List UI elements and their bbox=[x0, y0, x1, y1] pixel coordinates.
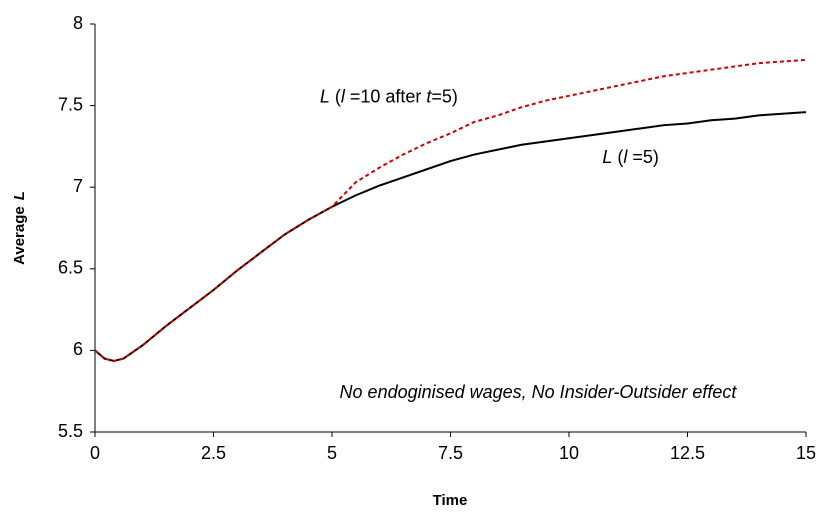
x-tick-label: 15 bbox=[796, 443, 816, 463]
y-tick-label: 8 bbox=[73, 13, 83, 33]
series-label-part: =5) bbox=[627, 147, 659, 167]
series-label: L (l =10 after t=5) bbox=[320, 86, 458, 106]
series-label-part: L bbox=[320, 86, 330, 106]
series-label-part: l bbox=[623, 147, 628, 167]
series-label-part: =10 after bbox=[345, 86, 427, 106]
series-label-part: L bbox=[602, 147, 612, 167]
annotation: No endoginised wages, No Insider-Outside… bbox=[340, 382, 738, 402]
x-axis-title: Time bbox=[433, 492, 468, 509]
series-label-part: ( bbox=[612, 147, 623, 167]
y-tick-label: 7.5 bbox=[58, 94, 83, 114]
y-axis-title: Average L bbox=[11, 191, 28, 265]
x-tick-label: 10 bbox=[559, 443, 579, 463]
series-label-part: l bbox=[341, 86, 346, 106]
x-tick-label: 12.5 bbox=[670, 443, 705, 463]
series-label: L (l =5) bbox=[602, 147, 659, 167]
x-tick-label: 5 bbox=[327, 443, 337, 463]
y-axis-title-part: Average bbox=[11, 206, 28, 265]
y-tick-label: 6.5 bbox=[58, 258, 83, 278]
y-tick-label: 6 bbox=[73, 339, 83, 359]
x-tick-label: 7.5 bbox=[438, 443, 463, 463]
y-tick-label: 7 bbox=[73, 176, 83, 196]
y-tick-label: 5.5 bbox=[58, 421, 83, 441]
x-tick-label: 0 bbox=[90, 443, 100, 463]
series-line bbox=[94, 111, 807, 363]
x-tick-label: 2.5 bbox=[201, 443, 226, 463]
series-label-part: =5) bbox=[431, 86, 458, 106]
series-line bbox=[94, 58, 807, 363]
y-axis-title-part: L bbox=[11, 191, 28, 200]
series-label-part: t bbox=[426, 86, 432, 106]
series-label-part: ( bbox=[330, 86, 341, 106]
